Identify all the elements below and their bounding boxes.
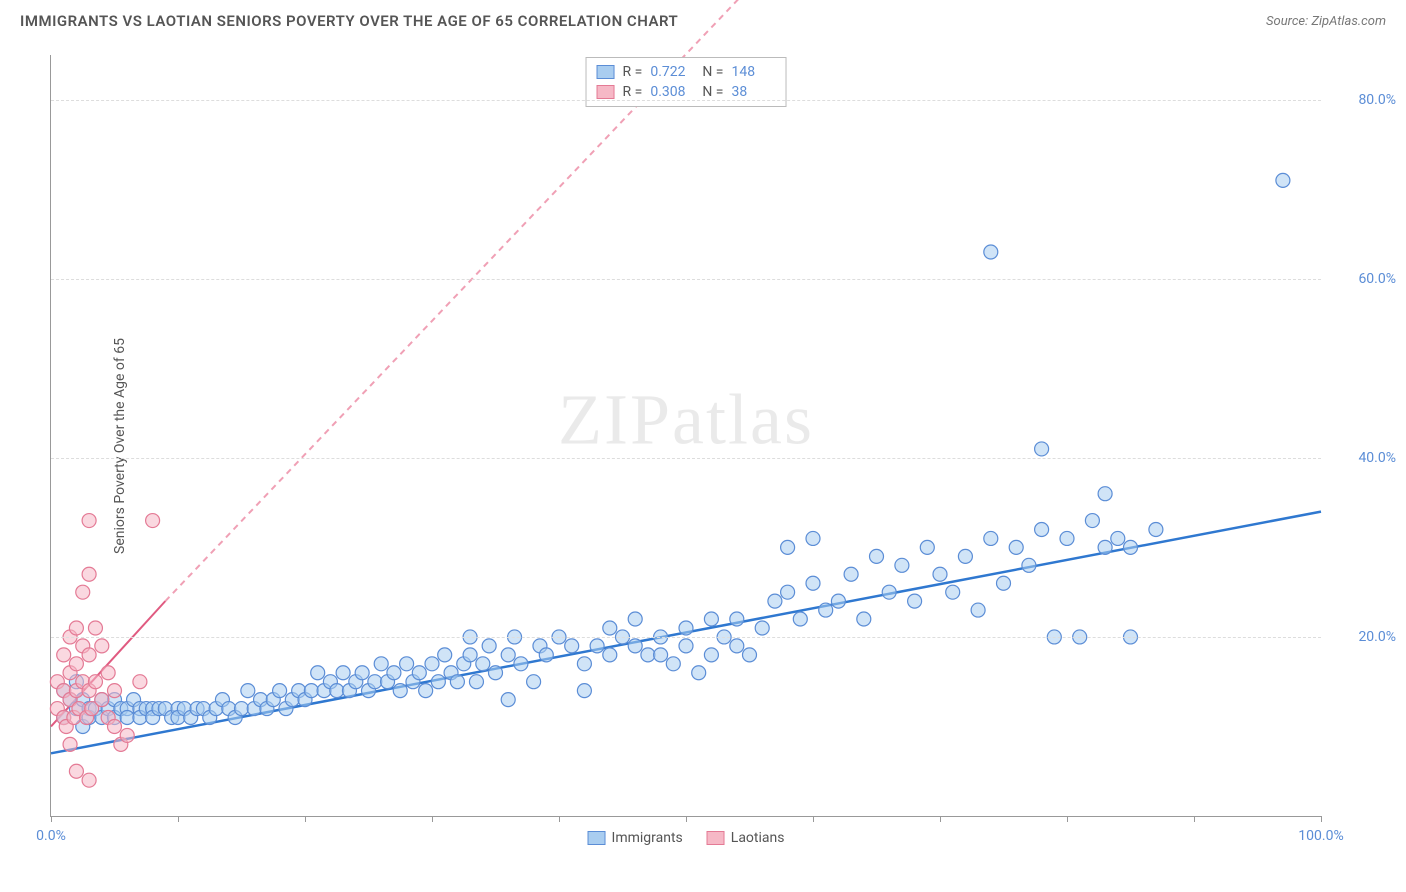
x-tick [813, 816, 814, 822]
legend-label-laotians: Laotians [731, 830, 785, 846]
gridline-h [51, 637, 1321, 638]
y-tick-label: 40.0% [1358, 450, 1396, 466]
x-tick-label: 100.0% [1298, 828, 1343, 844]
chart-source: Source: ZipAtlas.com [1266, 14, 1386, 29]
x-tick [51, 816, 52, 822]
x-tick-label: 0.0% [36, 828, 66, 844]
source-prefix: Source: [1266, 14, 1311, 29]
swatch-laotians [597, 85, 615, 99]
source-name: ZipAtlas.com [1311, 14, 1386, 29]
x-tick [559, 816, 560, 822]
chart-header: IMMIGRANTS VS LAOTIAN SENIORS POVERTY OV… [0, 0, 1406, 38]
x-tick [1194, 816, 1195, 822]
legend-item-immigrants: Immigrants [588, 830, 683, 846]
x-tick [305, 816, 306, 822]
swatch-laotians-bottom [707, 831, 725, 845]
chart-title: IMMIGRANTS VS LAOTIAN SENIORS POVERTY OV… [20, 12, 678, 30]
chart-svg [51, 55, 1321, 816]
r-label: R = [623, 84, 643, 100]
r-value-immigrants: 0.722 [650, 64, 694, 80]
x-tick [432, 816, 433, 822]
chart-plot-area: ZIPatlas R = 0.722 N = 148 R = 0.308 N =… [50, 55, 1321, 817]
gridline-h [51, 458, 1321, 459]
n-label: N = [702, 84, 723, 100]
y-tick-label: 20.0% [1358, 629, 1396, 645]
n-value-immigrants: 148 [731, 64, 775, 80]
x-tick [940, 816, 941, 822]
x-tick [1321, 816, 1322, 822]
corr-row-immigrants: R = 0.722 N = 148 [597, 62, 776, 82]
legend-item-laotians: Laotians [707, 830, 785, 846]
r-value-laotians: 0.308 [650, 84, 694, 100]
legend-label-immigrants: Immigrants [612, 830, 683, 846]
x-tick [686, 816, 687, 822]
x-tick [178, 816, 179, 822]
y-tick-label: 80.0% [1358, 92, 1396, 108]
r-label: R = [623, 64, 643, 80]
n-value-laotians: 38 [731, 84, 775, 100]
x-tick [1067, 816, 1068, 822]
swatch-immigrants-bottom [588, 831, 606, 845]
n-label: N = [702, 64, 723, 80]
bottom-legend: Immigrants Laotians [588, 830, 785, 846]
gridline-h [51, 100, 1321, 101]
swatch-immigrants [597, 65, 615, 79]
y-tick-label: 60.0% [1358, 271, 1396, 287]
gridline-h [51, 279, 1321, 280]
